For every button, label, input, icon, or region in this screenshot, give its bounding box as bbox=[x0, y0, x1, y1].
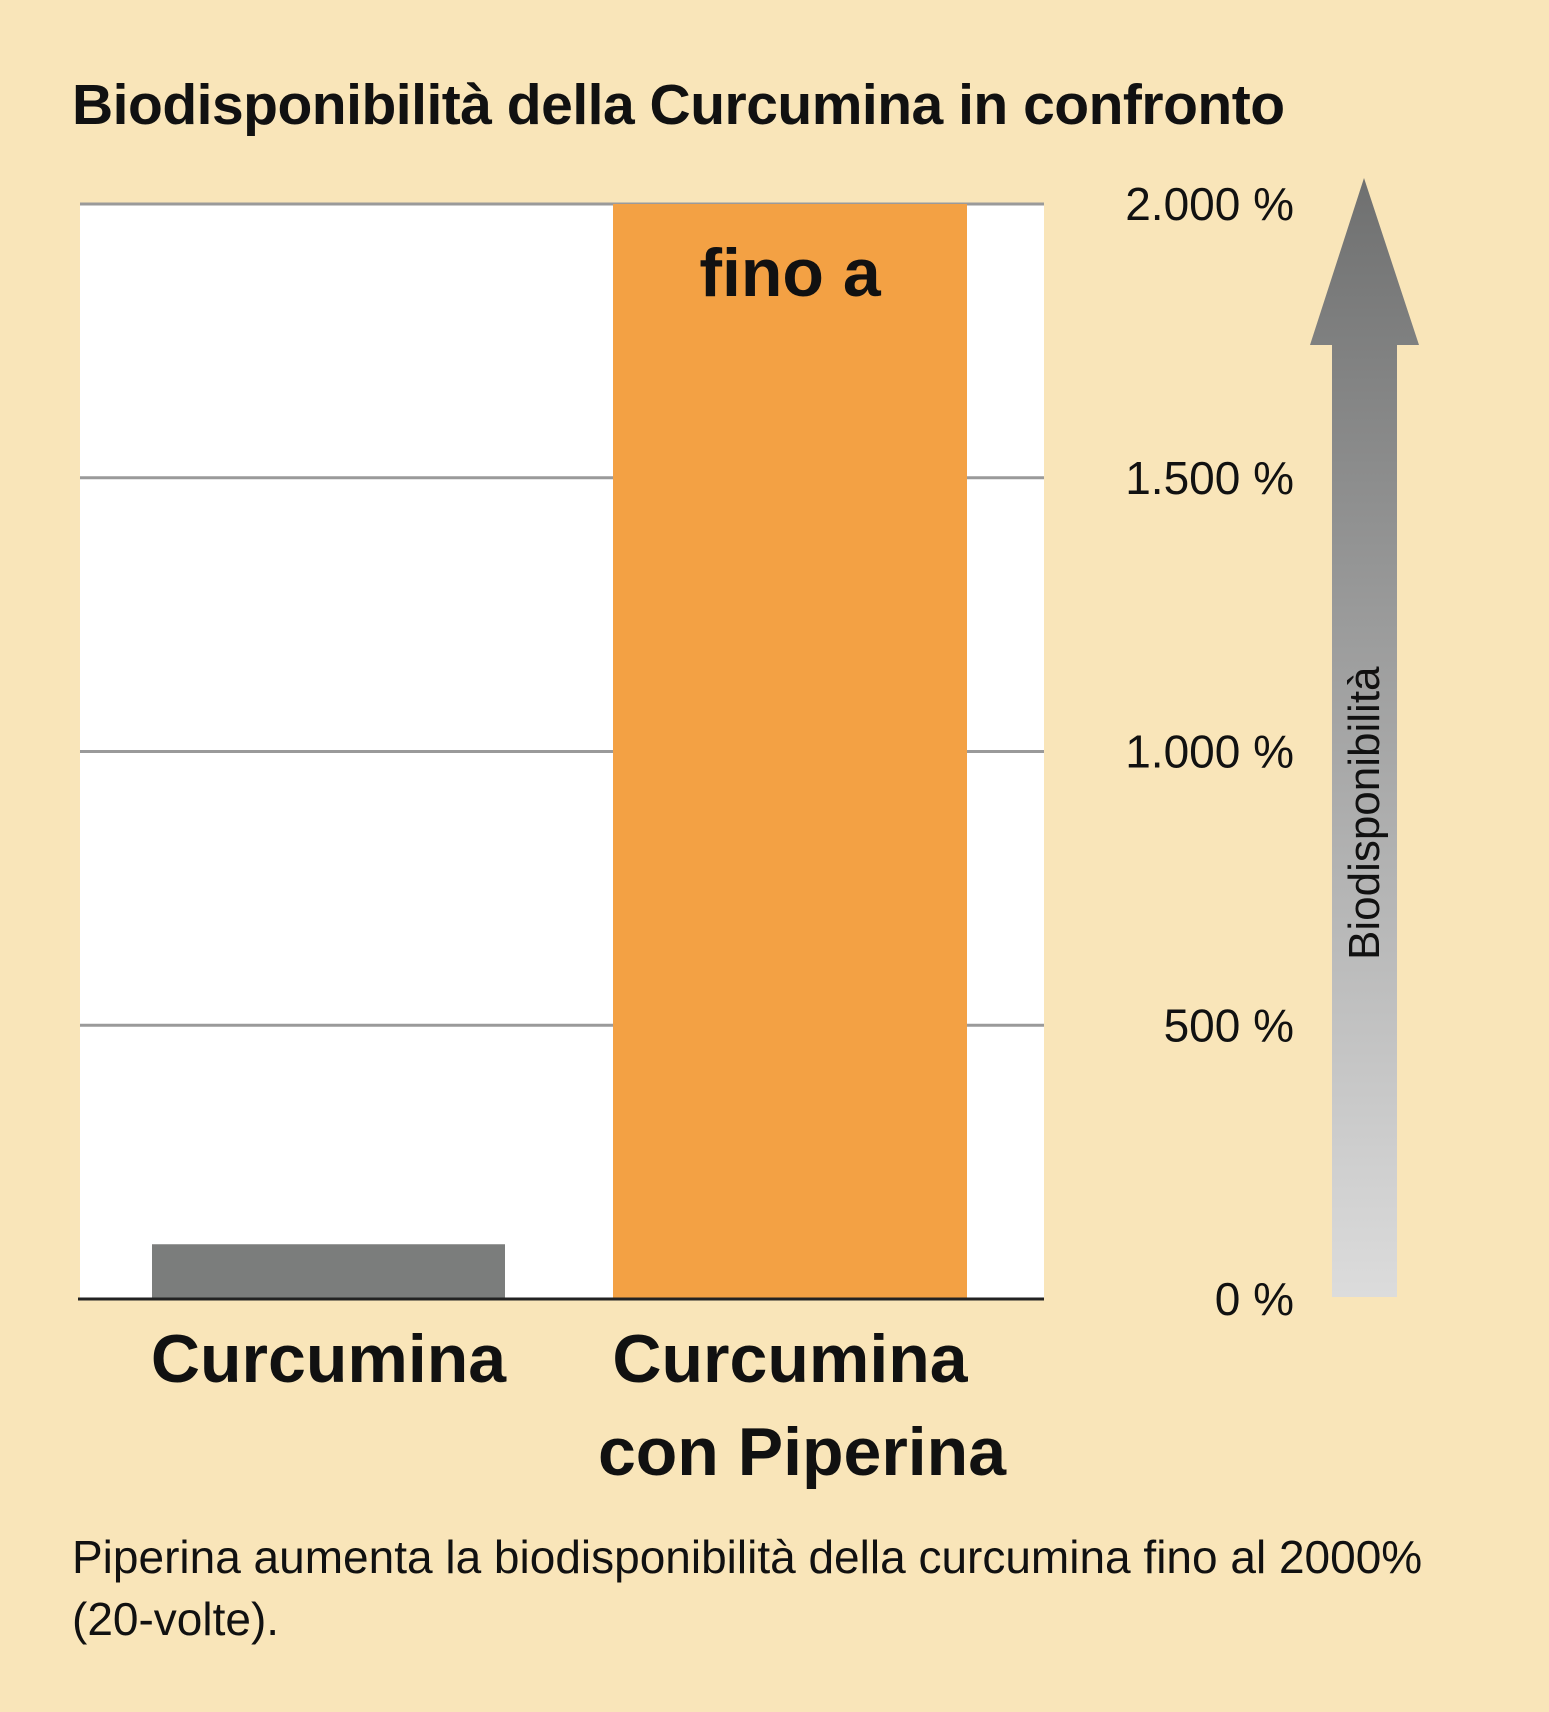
category-label: con Piperina bbox=[598, 1414, 1007, 1490]
y-tick-label: 1.500 % bbox=[1125, 452, 1294, 504]
y-axis-label: Biodisponibilità bbox=[1340, 666, 1389, 960]
y-tick-label: 500 % bbox=[1164, 999, 1294, 1051]
y-tick-label: 0 % bbox=[1215, 1273, 1294, 1325]
category-label: Curcumina bbox=[612, 1321, 968, 1397]
y-tick-label: 2.000 % bbox=[1125, 178, 1294, 230]
footnote: Piperina aumenta la biodisponibilità del… bbox=[72, 1531, 1423, 1645]
arrow-up-icon bbox=[1310, 178, 1419, 1297]
bar-2 bbox=[613, 204, 967, 1299]
category-label: Curcumina bbox=[151, 1321, 507, 1397]
chart-title: Biodisponibilità della Curcumina in conf… bbox=[72, 73, 1285, 137]
bar-annotation: fino a bbox=[699, 235, 882, 311]
y-tick-label: 1.000 % bbox=[1125, 726, 1294, 778]
bar-1 bbox=[152, 1244, 505, 1299]
